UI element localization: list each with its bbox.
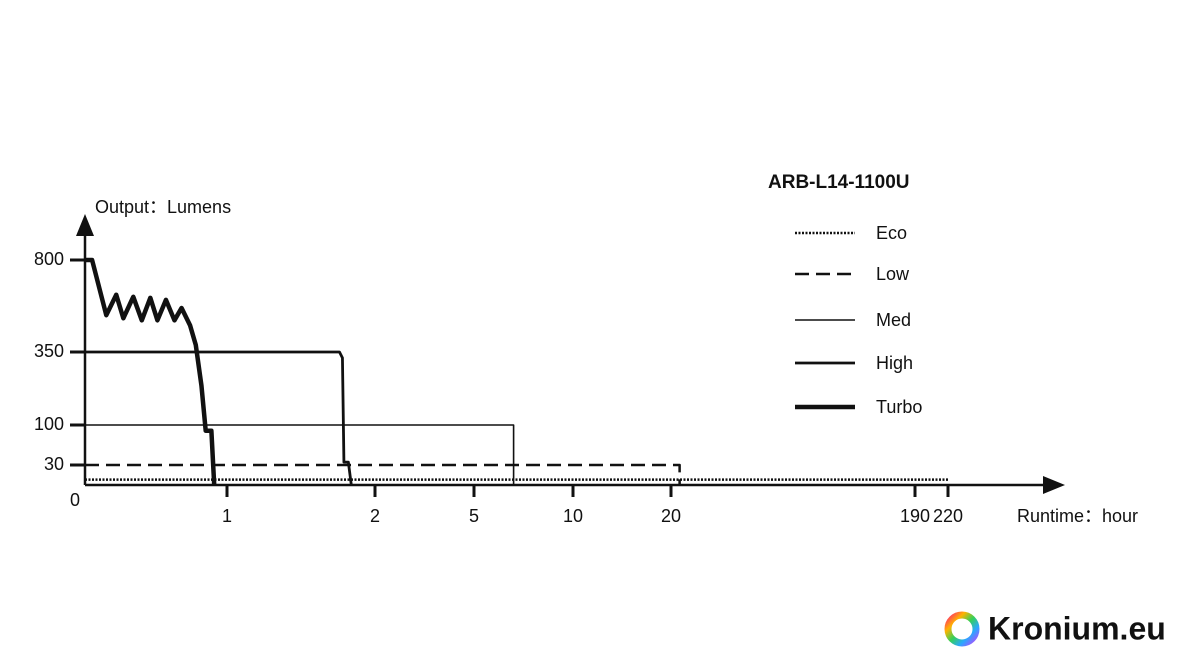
legend-label: Turbo <box>876 397 922 417</box>
x-axis-label: Runtime：hour <box>1017 506 1138 526</box>
legend-label: Med <box>876 310 911 330</box>
x-tick-label: 10 <box>563 506 583 526</box>
y-tick-label: 100 <box>34 414 64 434</box>
y-tick-label: 30 <box>44 454 64 474</box>
legend-title: ARB-L14-1100U <box>768 172 910 193</box>
y-axis-label: Output：Lumens <box>95 197 231 217</box>
y-tick-label: 350 <box>34 341 64 361</box>
logo-ring <box>944 611 980 647</box>
x-tick-label: 5 <box>469 506 479 526</box>
series-line <box>85 463 681 485</box>
y-axis-arrow <box>76 214 94 236</box>
series-line <box>85 257 217 486</box>
y-tick-label: 800 <box>34 249 64 269</box>
watermark: Kronium.eu <box>988 610 1166 646</box>
x-axis-arrow <box>1043 476 1065 494</box>
series-line <box>85 350 353 486</box>
origin-label: 0 <box>70 490 80 510</box>
x-tick-label: 20 <box>661 506 681 526</box>
legend-label: High <box>876 353 913 373</box>
x-tick-label: 1 <box>222 506 232 526</box>
legend-label: Eco <box>876 223 907 243</box>
series-line <box>85 424 515 485</box>
x-tick-label: 220 <box>933 506 963 526</box>
legend-label: Low <box>876 264 910 284</box>
x-tick-label: 2 <box>370 506 380 526</box>
x-tick-label: 190 <box>900 506 930 526</box>
